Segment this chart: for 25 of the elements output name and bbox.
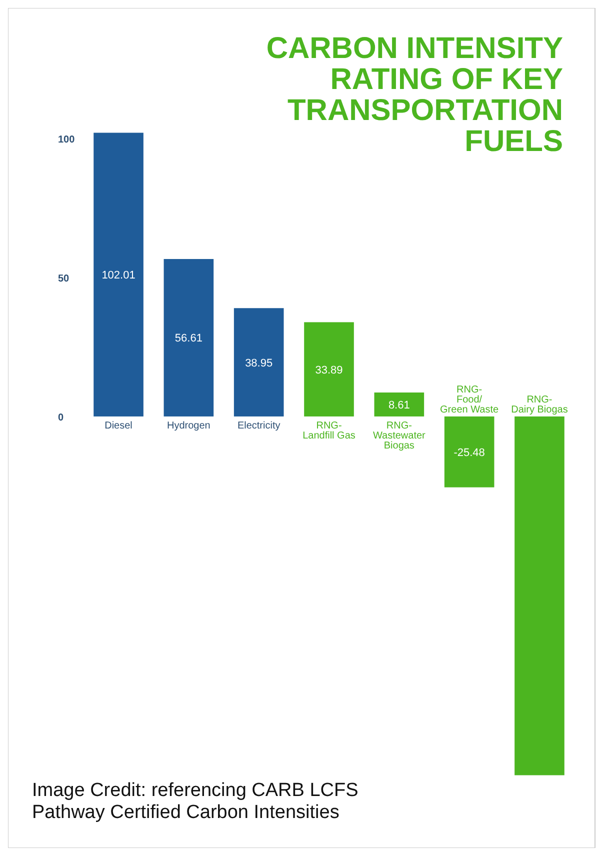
bar (304, 322, 354, 416)
bar (94, 132, 144, 416)
data-label: 33.89 (315, 364, 343, 376)
bar (234, 308, 284, 416)
text: Image Credit: referencing CARB LCFS Pathway Certified Carbon Intensities (32, 780, 358, 823)
chart-title: CARBON INTENSITY RATING OF KEY TRANSPORTATION FUELS (266, 32, 563, 158)
bar (374, 392, 424, 416)
x-tick-label: RNG-Dairy Biogas (511, 394, 568, 416)
x-tick-label: RNG-Wastewater Biogas (372, 420, 426, 452)
y-tick-label: 100 (58, 134, 76, 146)
bar (514, 416, 564, 776)
bar (444, 416, 494, 488)
data-label: 38.95 (245, 357, 273, 370)
x-tick-label: Electricity (237, 420, 280, 432)
x-tick-label: RNG-Food/ Green Waste (440, 384, 500, 416)
data-label: 102.01 (102, 270, 136, 282)
data-label: -25.48 (454, 446, 485, 459)
data-label: 56.61 (174, 332, 202, 345)
y-tick-label: 50 (58, 273, 70, 284)
y-tick-label: 0 (58, 412, 64, 424)
bar (164, 259, 214, 416)
x-tick-label: Diesel (104, 420, 132, 432)
x-tick-label: RNG-Landfill Gas (302, 420, 356, 442)
data-label: 8.61 (388, 399, 410, 412)
x-tick-label: Hydrogen (167, 420, 210, 432)
